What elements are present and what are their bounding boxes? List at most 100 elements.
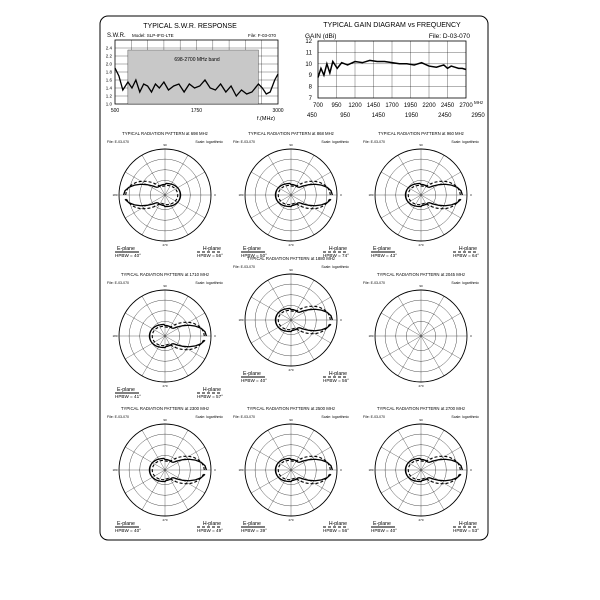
polar-grid-spoke bbox=[125, 171, 205, 219]
e-plane-hpbw: HPBW = 39° bbox=[241, 528, 267, 533]
polar-angle-label: 180 bbox=[368, 334, 373, 338]
h-plane-pattern bbox=[125, 180, 179, 210]
radiation-pattern-7: TYPICAL RADIATION PATTERN at 2300 MHz Fil… bbox=[107, 406, 223, 533]
polar-grid-spoke bbox=[251, 171, 331, 219]
polar-angle-label: 180 bbox=[238, 468, 243, 472]
polar-angle-label: 90 bbox=[289, 418, 293, 422]
e-plane-hpbw: HPBW = 40° bbox=[115, 253, 141, 258]
polar-angle-label: 0 bbox=[340, 318, 342, 322]
pattern-scale: Scale: logarithmic bbox=[321, 265, 349, 269]
gain-x-tick-bottom: 2950 bbox=[471, 113, 485, 119]
swr-file: File: F-03-070 bbox=[248, 33, 277, 38]
polar-angle-label: 0 bbox=[470, 334, 472, 338]
h-plane-hpbw: HPBW = 56° bbox=[323, 528, 349, 533]
pattern-file: File: E-03-070 bbox=[363, 415, 385, 419]
polar-angle-label: 270 bbox=[162, 243, 167, 247]
pattern-scale: Scale: logarithmic bbox=[195, 281, 223, 285]
gain-series-line bbox=[317, 59, 467, 78]
polar-angle-label: 0 bbox=[214, 193, 216, 197]
pattern-file: File: E-03-070 bbox=[363, 281, 385, 285]
polar-angle-label: 0 bbox=[214, 468, 216, 472]
polar-angle-label: 90 bbox=[163, 143, 167, 147]
polar-angle-label: 270 bbox=[288, 368, 293, 372]
pattern-scale: Scale: logarithmic bbox=[451, 415, 479, 419]
gain-x-tick-top: 700 bbox=[313, 103, 324, 109]
gain-x-tick-top: 1200 bbox=[348, 103, 362, 109]
polar-angle-label: 270 bbox=[162, 518, 167, 522]
h-plane-hpbw: HPBW = 56° bbox=[197, 253, 223, 258]
polar-angle-label: 270 bbox=[288, 518, 293, 522]
gain-y-tick: 11 bbox=[306, 50, 313, 56]
swr-x-label: f.(MHz) bbox=[257, 116, 275, 122]
pattern-file: File: E-03-070 bbox=[107, 281, 129, 285]
polar-angle-label: 90 bbox=[289, 143, 293, 147]
h-plane-hpbw: HPBW = 49° bbox=[197, 528, 223, 533]
gain-x-tick-top: 1450 bbox=[367, 103, 381, 109]
gain-x-tick-top: 2700 bbox=[459, 103, 473, 109]
h-plane-pattern bbox=[277, 455, 331, 485]
swr-y-tick: 2.4 bbox=[106, 46, 113, 51]
h-plane-hpbw: HPBW = 53° bbox=[453, 528, 479, 533]
e-plane-hpbw: HPBW = 40° bbox=[241, 378, 267, 383]
swr-title: TYPICAL S.W.R. RESPONSE bbox=[143, 23, 237, 30]
radiation-pattern-6: TYPICAL RADIATION PATTERN at 2045 MHz Fil… bbox=[363, 272, 479, 388]
pattern-title: TYPICAL RADIATION PATTERN at 698 MHz bbox=[122, 131, 208, 136]
h-plane-hpbw: HPBW = 57° bbox=[197, 394, 223, 399]
swr-y-tick: 2.2 bbox=[106, 54, 113, 59]
e-plane-hpbw: HPBW = 40° bbox=[371, 528, 397, 533]
h-plane-pattern bbox=[277, 180, 331, 210]
gain-x-tick-top: 1700 bbox=[385, 103, 399, 109]
e-plane-label: E-plane bbox=[117, 246, 135, 252]
h-plane-label: H-plane bbox=[203, 387, 221, 393]
radiation-pattern-4: TYPICAL RADIATION PATTERN at 1710 MHz Fil… bbox=[107, 272, 223, 399]
pattern-file: File: E-03-070 bbox=[233, 265, 255, 269]
radiation-pattern-8: TYPICAL RADIATION PATTERN at 2500 MHz Fil… bbox=[233, 406, 349, 533]
swr-x-tick: 1750 bbox=[191, 108, 202, 114]
polar-angle-label: 90 bbox=[163, 418, 167, 422]
polar-angle-label: 180 bbox=[112, 193, 117, 197]
gain-y-tick: 8 bbox=[309, 85, 313, 91]
pattern-title: TYPICAL RADIATION PATTERN at 2500 MHz bbox=[247, 406, 335, 411]
polar-angle-label: 270 bbox=[288, 243, 293, 247]
pattern-title: TYPICAL RADIATION PATTERN at 2300 MHz bbox=[121, 406, 209, 411]
h-plane-pattern bbox=[407, 180, 461, 210]
polar-angle-label: 90 bbox=[163, 284, 167, 288]
e-plane-label: E-plane bbox=[243, 521, 261, 527]
pattern-file: File: E-03-070 bbox=[363, 140, 385, 144]
polar-grid-spoke bbox=[381, 312, 461, 360]
polar-angle-label: 270 bbox=[418, 518, 423, 522]
pattern-file: File: E-03-070 bbox=[233, 140, 255, 144]
pattern-file: File: E-03-070 bbox=[107, 415, 129, 419]
polar-angle-label: 270 bbox=[418, 243, 423, 247]
pattern-scale: Scale: logarithmic bbox=[321, 415, 349, 419]
swr-y-tick: 1.8 bbox=[106, 70, 113, 75]
gain-y-label: GAIN (dBi) bbox=[305, 33, 336, 40]
swr-chart: TYPICAL S.W.R. RESPONSE S.W.R. Model: SL… bbox=[106, 23, 284, 122]
polar-angle-label: 0 bbox=[470, 468, 472, 472]
swr-y-label: S.W.R. bbox=[107, 33, 126, 39]
polar-grid-spoke bbox=[125, 446, 205, 494]
h-plane-hpbw: HPBW = 56° bbox=[323, 378, 349, 383]
radiation-patterns: TYPICAL RADIATION PATTERN at 698 MHz File… bbox=[107, 131, 479, 533]
e-plane-hpbw: HPBW = 43° bbox=[371, 253, 397, 258]
polar-angle-label: 180 bbox=[112, 468, 117, 472]
pattern-file: File: E-03-070 bbox=[233, 415, 255, 419]
gain-y-tick: 10 bbox=[305, 62, 312, 68]
e-plane-label: E-plane bbox=[117, 521, 135, 527]
swr-series-line bbox=[114, 67, 279, 98]
swr-y-tick: 1.6 bbox=[106, 78, 113, 83]
gain-title: TYPICAL GAIN DIAGRAM vs FREQUENCY bbox=[323, 22, 461, 29]
pattern-title: TYPICAL RADIATION PATTERN at 1710 MHz bbox=[121, 272, 209, 277]
h-plane-label: H-plane bbox=[329, 521, 347, 527]
swr-y-tick: 1.0 bbox=[106, 102, 113, 107]
e-plane-hpbw: HPBW = 40° bbox=[115, 528, 141, 533]
gain-x-tick-top: 1950 bbox=[404, 103, 418, 109]
h-plane-label: H-plane bbox=[329, 246, 347, 252]
swr-x-tick: 3000 bbox=[272, 108, 283, 114]
polar-angle-label: 180 bbox=[112, 334, 117, 338]
pattern-scale: Scale: logarithmic bbox=[451, 281, 479, 285]
radiation-pattern-3: TYPICAL RADIATION PATTERN at 960 MHz File… bbox=[363, 131, 479, 258]
h-plane-label: H-plane bbox=[203, 521, 221, 527]
h-plane-label: H-plane bbox=[459, 246, 477, 252]
